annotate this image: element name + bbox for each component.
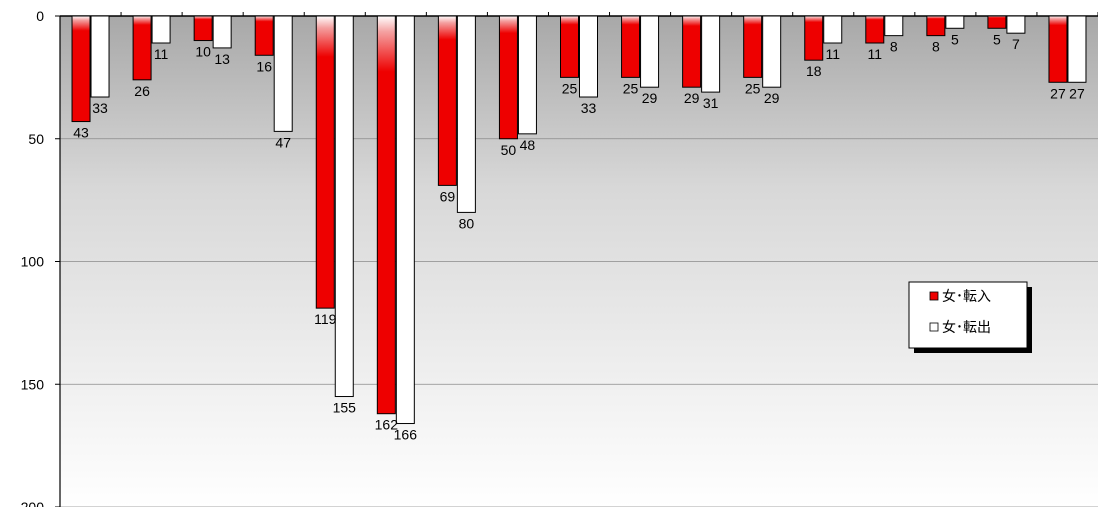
data-label-series-1: 25 [623,80,639,96]
y-tick-label: 150 [21,376,45,392]
data-label-series-2: 11 [825,46,840,62]
data-label-series-1: 26 [134,83,150,99]
data-label-series-2: 5 [951,31,959,47]
data-label-series-2: 8 [890,39,898,55]
data-label-series-1: 25 [745,80,761,96]
legend-label-series-2: 女･転出 [942,319,991,335]
data-label-series-1: 43 [73,125,89,141]
data-label-series-1: 10 [195,44,211,60]
legend-box [908,281,1028,349]
bar-series-1 [315,15,335,309]
data-label-series-2: 27 [1069,85,1085,101]
bar-series-1 [987,15,1007,29]
data-label-series-2: 155 [333,400,357,416]
bar-series-2 [1067,15,1087,83]
bar-series-2 [762,15,782,88]
data-label-series-1: 16 [256,58,272,74]
data-label-series-1: 27 [1050,85,1066,101]
data-label-series-2: 80 [459,215,475,231]
bar-series-2 [456,15,476,213]
y-tick-label: 0 [36,8,44,24]
data-label-series-1: 69 [440,188,456,204]
bar-series-2 [212,15,232,49]
data-label-series-1: 119 [314,311,337,327]
bar-series-1 [865,15,885,44]
data-label-series-2: 31 [703,95,719,111]
bar-series-1 [254,15,274,56]
bar-series-1 [1048,15,1068,83]
bar-series-1 [621,15,641,78]
y-tick-label: 50 [28,131,44,147]
bar-series-2 [640,15,660,88]
bar-series-2 [884,15,904,37]
bar-series-2 [579,15,598,98]
y-tick-label: 200 [21,499,45,507]
bar-series-2 [334,15,354,398]
bar-series-1 [132,15,152,81]
bar-series-1 [193,15,213,42]
data-label-series-1: 8 [932,39,940,55]
bar-series-1 [437,15,457,186]
bar-series-2 [1006,15,1026,34]
legend: 女･転入 女･転出 [908,281,1032,353]
data-label-series-2: 7 [1012,36,1020,52]
bar-series-1 [560,15,579,78]
bar-series-1 [804,15,824,61]
bar-series-2 [701,15,721,93]
data-label-series-1: 18 [806,63,822,79]
data-label-series-2: 166 [394,427,418,443]
bar-series-2 [395,15,415,425]
data-label-series-1: 11 [868,46,883,62]
legend-label-series-1: 女･転入 [942,288,991,304]
data-label-series-2: 47 [275,134,291,150]
data-label-series-2: 11 [154,46,169,62]
y-tick-label: 100 [21,254,45,270]
bar-series-2 [273,15,293,132]
data-label-series-2: 29 [764,90,780,106]
bar-series-2 [151,15,171,44]
data-label-series-1: 5 [993,31,1001,47]
bar-series-1 [498,15,518,140]
data-label-series-1: 29 [684,90,700,106]
bar-series-1 [71,15,91,123]
bar-series-1 [376,15,396,415]
data-label-series-2: 48 [520,137,536,153]
bar-series-2 [945,15,965,29]
data-label-series-2: 33 [581,100,597,116]
bar-series-2 [90,15,110,98]
data-label-series-2: 13 [214,51,230,67]
bar-series-2 [823,15,843,44]
data-label-series-1: 162 [375,417,399,433]
bars [71,15,1087,425]
data-label-series-1: 50 [501,142,517,158]
bar-series-2 [517,15,537,135]
data-label-series-1: 25 [562,80,578,96]
bar-series-1 [926,15,946,37]
data-label-series-2: 33 [92,100,108,116]
bar-series-1 [743,15,763,78]
bar-series-1 [682,15,702,88]
data-label-series-2: 29 [642,90,658,106]
legend-swatch-series-1 [929,291,939,301]
legend-swatch-series-2 [929,322,939,332]
